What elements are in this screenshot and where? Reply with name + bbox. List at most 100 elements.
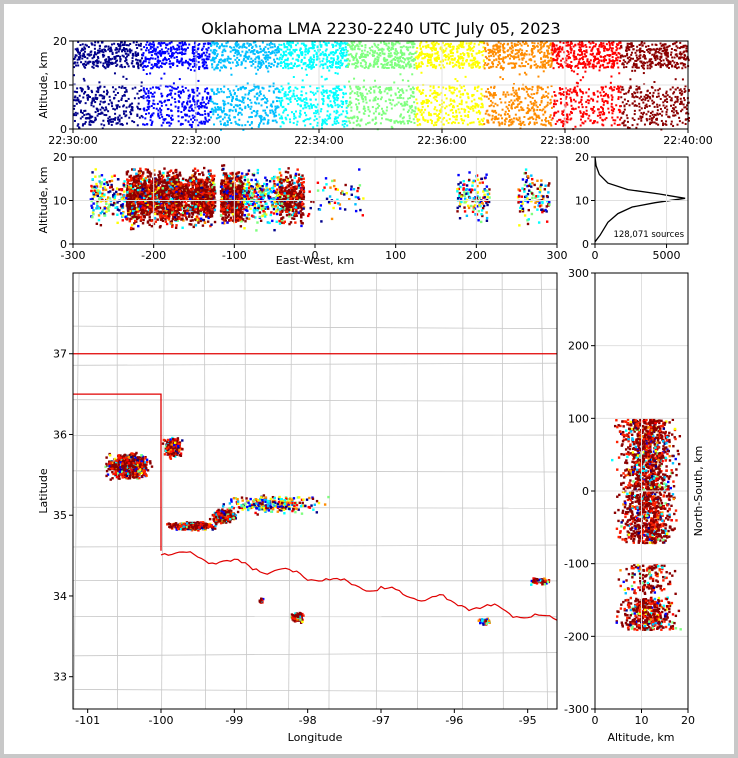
source-point (120, 65, 123, 68)
source-point (598, 111, 601, 114)
source-point (580, 96, 583, 99)
source-point (378, 88, 381, 91)
source-point (145, 109, 148, 112)
source-point (621, 63, 624, 66)
source-point (200, 101, 203, 104)
source-point (130, 49, 133, 52)
source-point (541, 96, 544, 99)
source-point (448, 85, 451, 88)
source-point (680, 93, 683, 96)
source-point (177, 94, 180, 97)
source-point (539, 65, 542, 68)
source-point (429, 64, 432, 67)
source-point (605, 117, 608, 120)
source-point (586, 99, 589, 102)
source-point (145, 43, 148, 46)
source-point (628, 126, 631, 129)
source-point (309, 65, 312, 68)
source-point (561, 64, 564, 67)
source-point (668, 44, 671, 47)
source-point (420, 61, 423, 64)
source-point (583, 50, 586, 53)
source-point (348, 120, 351, 123)
source-point (460, 46, 463, 49)
source-point (322, 94, 325, 97)
source-point (200, 48, 203, 51)
source-point (537, 49, 540, 52)
source-point (201, 61, 204, 64)
source-point (219, 120, 222, 123)
source-point (434, 106, 437, 109)
source-point (452, 47, 455, 50)
source-point (222, 99, 225, 102)
source-point (227, 88, 230, 91)
source-point (226, 57, 229, 60)
source-point (238, 58, 241, 61)
source-point (526, 110, 529, 113)
source-point (339, 59, 342, 62)
source-point (485, 95, 488, 98)
source-point (197, 111, 200, 114)
source-point (89, 119, 92, 122)
source-point (271, 42, 274, 45)
source-point (549, 42, 552, 45)
source-point (460, 57, 463, 60)
source-point (521, 107, 524, 110)
source-point (264, 54, 267, 57)
source-point (143, 109, 146, 112)
source-point (351, 90, 354, 93)
source-point (486, 88, 489, 91)
source-point (113, 118, 116, 121)
source-point (253, 95, 256, 98)
source-point (382, 48, 385, 51)
source-point (630, 45, 633, 48)
source-point (208, 97, 211, 100)
source-point (299, 112, 302, 115)
source-point (337, 106, 340, 109)
source-point (338, 114, 341, 117)
source-point (358, 87, 361, 90)
source-point (484, 55, 487, 58)
source-point (479, 123, 482, 126)
source-point (394, 63, 397, 66)
source-point (98, 81, 101, 84)
source-point (680, 102, 683, 105)
source-point (285, 54, 288, 57)
source-point (77, 64, 80, 67)
source-point (409, 63, 412, 66)
source-point (487, 119, 490, 122)
source-point (676, 95, 679, 98)
source-point (350, 54, 353, 57)
source-point (227, 61, 230, 64)
source-point (520, 62, 523, 65)
source-point (363, 105, 366, 108)
source-point (374, 62, 377, 65)
source-point (336, 110, 339, 113)
source-point (572, 90, 575, 93)
source-point (484, 112, 487, 115)
source-point (156, 102, 159, 105)
source-point (616, 62, 619, 65)
source-point (328, 60, 331, 63)
source-point (209, 95, 212, 98)
source-point (665, 98, 668, 101)
source-point (372, 65, 375, 68)
source-point (234, 50, 237, 53)
source-point (396, 96, 399, 99)
source-point (513, 99, 516, 102)
source-point (628, 56, 631, 59)
source-point (266, 67, 269, 70)
source-point (200, 106, 203, 109)
source-point (207, 43, 210, 46)
source-point (574, 91, 577, 94)
source-point (108, 95, 111, 98)
source-point (138, 44, 141, 47)
source-point (589, 42, 592, 45)
source-point (332, 87, 335, 90)
source-point (602, 95, 605, 98)
source-point (415, 50, 418, 53)
source-point (481, 123, 484, 126)
source-point (273, 43, 276, 46)
source-point (530, 49, 533, 52)
source-point (322, 119, 325, 122)
